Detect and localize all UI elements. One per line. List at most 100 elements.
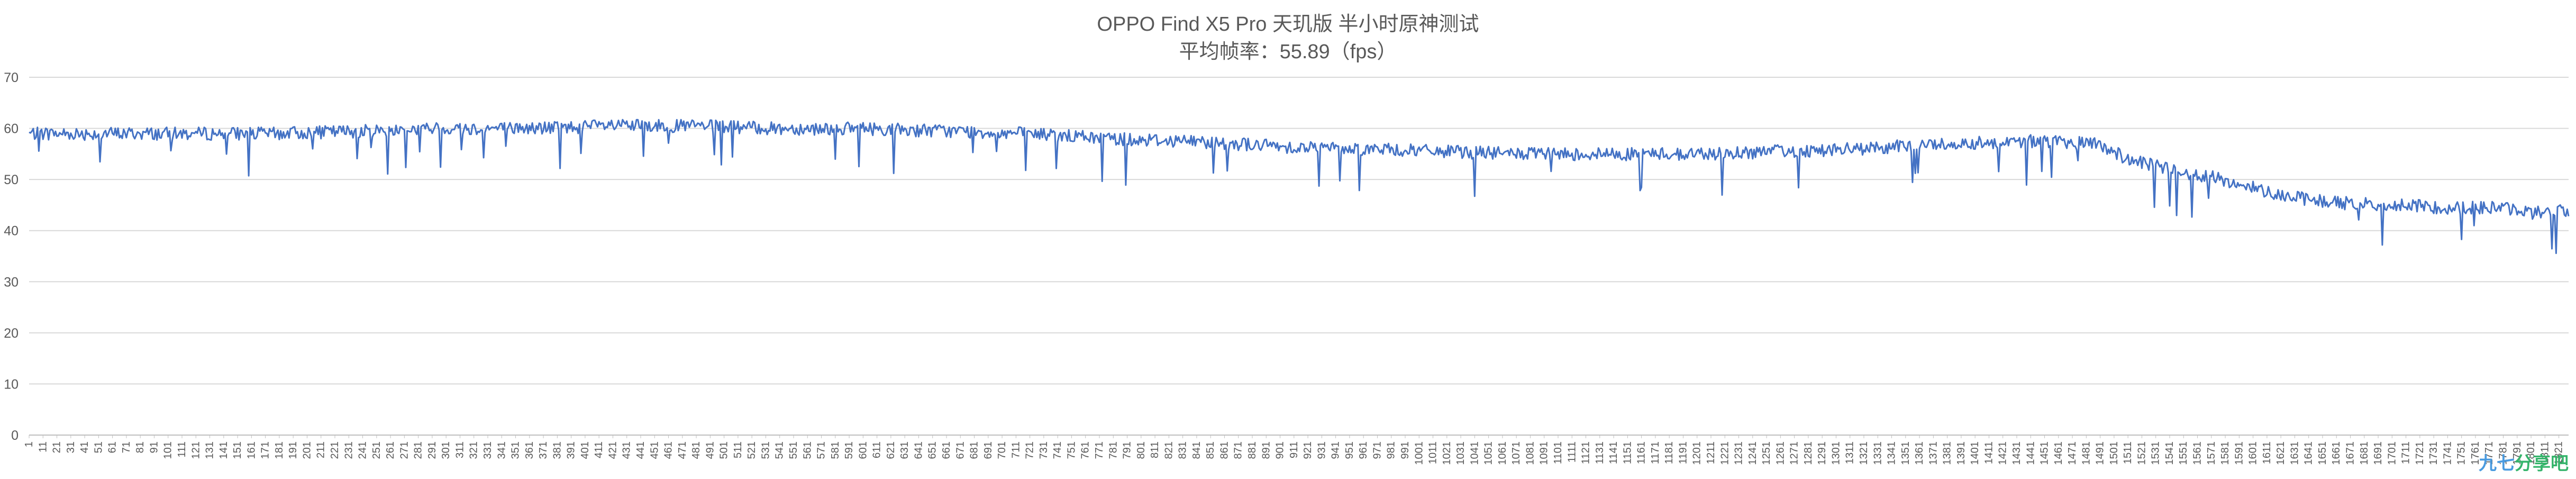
x-tick-label: 1071 [1510, 441, 1522, 465]
x-tick-label: 631 [899, 441, 911, 459]
x-tick-label: 831 [1177, 441, 1189, 459]
x-tick-label: 1721 [2414, 441, 2426, 465]
x-tick-label: 1271 [1789, 441, 1800, 465]
x-tick-label: 1821 [2553, 441, 2565, 465]
x-tick-label: 741 [1052, 441, 1063, 459]
x-tick-label: 1301 [1830, 441, 1842, 465]
x-tick-label: 1541 [2164, 441, 2176, 465]
x-tick-label: 341 [496, 441, 507, 459]
x-tick-label: 111 [176, 441, 188, 457]
fps-series-line [29, 119, 2570, 254]
x-tick-label: 351 [510, 441, 522, 459]
x-tick-label: 1061 [1497, 441, 1508, 465]
x-tick-label: 1801 [2525, 441, 2537, 465]
watermark-text-2: 分享吧 [2515, 453, 2569, 474]
x-tick-label: 1351 [1900, 441, 1911, 465]
x-tick-label: 481 [690, 441, 702, 459]
x-tick-label: 1481 [2080, 441, 2092, 465]
x-tick-label: 811 [1149, 441, 1161, 458]
x-tick-label: 331 [482, 441, 494, 459]
y-tick-label: 40 [4, 224, 19, 239]
x-tick-label: 81 [134, 441, 146, 453]
x-tick-label: 1621 [2275, 441, 2287, 465]
x-tick-label: 781 [1107, 441, 1119, 459]
x-tick-label: 601 [857, 441, 869, 459]
x-tick-label: 881 [1246, 441, 1258, 459]
x-tick-label: 1321 [1858, 441, 1870, 465]
x-tick-label: 1601 [2247, 441, 2259, 465]
x-tick-label: 1031 [1455, 441, 1467, 465]
y-tick-label: 50 [4, 173, 19, 187]
x-tick-label: 311 [454, 441, 466, 458]
x-tick-label: 401 [579, 441, 591, 459]
x-tick-label: 91 [148, 441, 160, 453]
x-tick-label: 1121 [1580, 441, 1592, 464]
x-tick-label: 801 [1135, 441, 1147, 459]
x-tick-label: 761 [1080, 441, 1091, 459]
x-tick-label: 1811 [2539, 441, 2551, 464]
x-tick-label: 161 [245, 441, 257, 459]
x-tick-label: 1761 [2470, 441, 2481, 465]
x-tick-label: 1381 [1942, 441, 1953, 465]
x-tick-label: 1531 [2150, 441, 2162, 465]
x-tick-label: 221 [329, 441, 341, 459]
x-tick-label: 571 [816, 441, 827, 459]
y-tick-label: 60 [4, 122, 19, 137]
x-tick-label: 751 [1066, 441, 1077, 459]
x-tick-label: 901 [1275, 441, 1286, 459]
x-tick-label: 1691 [2372, 441, 2384, 465]
x-tick-label: 1471 [2067, 441, 2078, 465]
x-tick-label: 1001 [1413, 441, 1425, 465]
x-tick-label: 1701 [2386, 441, 2398, 465]
x-tick-label: 441 [635, 441, 647, 459]
x-tick-label: 861 [1218, 441, 1230, 459]
x-tick-label: 1371 [1927, 441, 1939, 465]
x-tick-label: 211 [315, 441, 327, 458]
x-tick-label: 301 [440, 441, 452, 459]
x-tick-label: 1311 [1844, 441, 1856, 464]
x-tick-label: 501 [718, 441, 730, 459]
x-tick-label: 621 [885, 441, 897, 459]
x-tick-label: 1501 [2108, 441, 2120, 465]
x-tick-label: 511 [732, 441, 744, 458]
x-tick-label: 1731 [2428, 441, 2440, 465]
x-tick-label: 11 [37, 441, 49, 453]
x-tick-label: 421 [607, 441, 618, 459]
x-tick-label: 921 [1302, 441, 1314, 459]
x-tick-label: 791 [1122, 441, 1133, 459]
x-tick-label: 1331 [1872, 441, 1883, 465]
x-tick-label: 891 [1260, 441, 1272, 459]
x-tick-label: 1491 [2095, 441, 2106, 465]
x-tick-label: 691 [982, 441, 994, 459]
x-tick-label: 1281 [1803, 441, 1814, 465]
x-tick-label: 1401 [1969, 441, 1981, 465]
x-tick-label: 1451 [2039, 441, 2051, 465]
x-tick-label: 1041 [1469, 441, 1480, 465]
x-tick-label: 141 [218, 441, 230, 459]
x-tick-label: 1591 [2233, 441, 2245, 465]
x-tick-label: 611 [871, 441, 883, 458]
x-tick-label: 361 [524, 441, 535, 459]
x-tick-label: 271 [398, 441, 410, 459]
x-tick-label: 21 [51, 441, 63, 453]
x-tick-label: 201 [301, 441, 313, 459]
x-tick-label: 191 [287, 441, 299, 459]
x-tick-label: 1631 [2289, 441, 2300, 465]
x-tick-label: 241 [357, 441, 369, 459]
x-tick-label: 1671 [2345, 441, 2356, 465]
x-tick-label: 411 [593, 441, 605, 458]
x-tick-label: 1771 [2483, 441, 2495, 465]
x-tick-label: 1101 [1552, 441, 1564, 464]
x-tick-label: 1711 [2400, 441, 2412, 464]
x-tick-label: 171 [260, 441, 271, 459]
x-tick-label: 1571 [2206, 441, 2217, 465]
x-tick-label: 651 [927, 441, 939, 459]
x-tick-label: 981 [1386, 441, 1397, 459]
x-tick-label: 251 [371, 441, 383, 459]
x-tick-label: 1741 [2442, 441, 2453, 465]
x-tick-label: 371 [538, 441, 549, 459]
x-tick-label: 1341 [1886, 441, 1898, 465]
x-tick-label: 951 [1344, 441, 1355, 459]
x-tick-label: 851 [1205, 441, 1216, 459]
